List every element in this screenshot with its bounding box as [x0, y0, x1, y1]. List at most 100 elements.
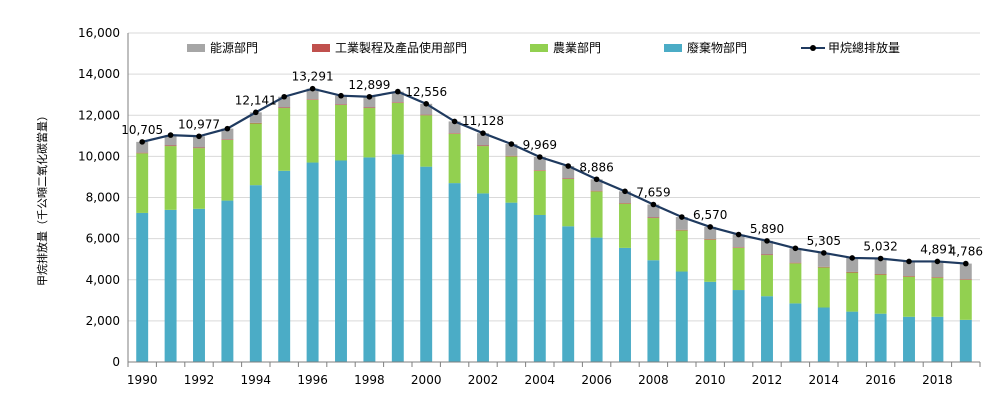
- bar-segment-1-2001: [448, 133, 461, 184]
- bar-segment-2-2013: [789, 262, 802, 264]
- bar-segment-2-2007: [619, 203, 631, 204]
- bar-segment-1-1994: [249, 123, 262, 186]
- y-tick-label: 8,000: [86, 191, 120, 205]
- data-label-2019: 4,786: [949, 245, 983, 259]
- bar-segment-1-2008: [647, 218, 660, 261]
- bar-segment-3-1996: [306, 88, 319, 100]
- total-line-path: [141, 87, 966, 265]
- y-tick-label: 6,000: [86, 232, 120, 246]
- legend-label: 能源部門: [210, 40, 258, 55]
- bar-segment-0-2006: [590, 237, 603, 362]
- bar-segment-2-1992: [193, 147, 205, 149]
- bar-segment-3-1997: [335, 95, 347, 105]
- total-point-2010: [707, 224, 713, 230]
- bar-segment-2-2002: [477, 145, 489, 147]
- bar-segment-0-1994: [249, 185, 262, 362]
- bar-segment-3-2002: [477, 133, 489, 146]
- axes: [127, 33, 981, 367]
- bar-segment-1-1997: [335, 104, 347, 161]
- bar-segment-3-1995: [278, 96, 291, 108]
- data-label-1992: 10,977: [178, 117, 220, 131]
- bar-segment-0-2011: [732, 290, 745, 362]
- total-point-2016: [877, 255, 884, 262]
- data-label-2000: 12,556: [405, 85, 447, 99]
- bar-segment-2-1997: [335, 104, 347, 105]
- legend-swatch: [312, 44, 330, 52]
- bar-segment-1-2007: [619, 203, 631, 248]
- bar-segment-2-2006: [590, 190, 603, 192]
- bar-segment-0-2017: [903, 316, 915, 362]
- total-point-2009: [679, 214, 685, 220]
- bar-segment-0-2016: [874, 313, 887, 362]
- bar-segment-2-1996: [306, 99, 319, 100]
- bar-segment-0-2018: [931, 316, 944, 362]
- bar-segment-3-2017: [903, 261, 915, 277]
- bar-segment-3-2007: [619, 191, 631, 204]
- legend-label: 甲烷總排放量: [828, 40, 900, 55]
- bar-segment-0-2001: [448, 183, 461, 362]
- bar-segment-2-2003: [505, 155, 518, 157]
- bar-segment-0-1993: [221, 200, 234, 362]
- bar-segment-1-2004: [533, 170, 546, 215]
- total-point-1996: [309, 85, 316, 92]
- bar-segment-2-2009: [675, 229, 688, 231]
- total-point-1998: [366, 93, 373, 100]
- legend-swatch: [664, 44, 682, 52]
- total-point-1993: [224, 125, 231, 132]
- bar-segment-0-1996: [306, 162, 319, 362]
- data-label-2006: 8,886: [579, 160, 613, 174]
- bar-segment-1-2016: [874, 274, 887, 314]
- bar-segment-0-2008: [647, 260, 660, 362]
- bar-segment-3-1998: [363, 96, 376, 108]
- bar-segment-3-1992: [193, 136, 205, 148]
- total-point-2018: [934, 258, 941, 265]
- x-tick-label: 2012: [752, 373, 783, 387]
- total-point-1995: [281, 93, 288, 100]
- x-tick-label: 2006: [581, 373, 612, 387]
- bar-segment-2-2017: [903, 276, 915, 277]
- bar-segment-0-1990: [136, 212, 149, 362]
- total-point-2002: [480, 130, 486, 136]
- bar-segment-0-2015: [846, 311, 859, 362]
- bar-segment-2-2005: [562, 178, 575, 179]
- bar-segment-2-2000: [420, 114, 433, 116]
- x-tick-label: 2002: [468, 373, 499, 387]
- bar-segment-0-2002: [477, 193, 489, 362]
- bar-segment-2-1993: [221, 139, 234, 140]
- legend-label: 廢棄物部門: [687, 40, 747, 55]
- bar-segment-0-2014: [817, 307, 830, 362]
- bar-segment-1-2002: [477, 146, 489, 194]
- bar-segment-1-2003: [505, 156, 518, 203]
- legend-marker: [810, 45, 816, 51]
- y-tick-label: 16,000: [78, 26, 120, 40]
- bar-segment-1-1992: [193, 148, 205, 209]
- bar-segment-0-2003: [505, 202, 518, 362]
- y-tick-label: 14,000: [78, 67, 120, 81]
- total-line: [139, 85, 969, 267]
- bar-segment-2-2010: [704, 239, 717, 240]
- bar-segment-2-1998: [363, 107, 376, 109]
- bar-segment-1-2000: [420, 115, 433, 167]
- y-tick-label: 2,000: [86, 314, 120, 328]
- data-label-1994: 12,141: [235, 93, 277, 107]
- bar-segment-2-2004: [533, 170, 546, 171]
- bar-segment-1-2005: [562, 178, 575, 227]
- total-point-2015: [849, 255, 855, 261]
- bar-segment-3-2015: [846, 257, 859, 272]
- bar-segment-0-2012: [761, 296, 773, 362]
- bar-segment-2-2011: [732, 247, 745, 248]
- stacked-bars: [136, 88, 972, 362]
- bar-segment-1-1991: [164, 146, 177, 210]
- gridlines: [128, 32, 980, 322]
- legend: 能源部門 工業製程及產品使用部門 農業部門 廢棄物部門 甲烷總排放量: [187, 40, 900, 55]
- legend-swatch: [530, 44, 548, 52]
- bar-segment-1-1996: [306, 99, 319, 163]
- x-tick-label: 2008: [638, 373, 669, 387]
- total-point-1991: [167, 132, 174, 138]
- bar-segment-0-1999: [391, 154, 404, 362]
- x-tick-label: 2000: [411, 373, 442, 387]
- bar-segment-0-2010: [704, 281, 717, 362]
- data-label-1996: 13,291: [292, 70, 334, 84]
- bar-segment-2-1991: [164, 145, 177, 147]
